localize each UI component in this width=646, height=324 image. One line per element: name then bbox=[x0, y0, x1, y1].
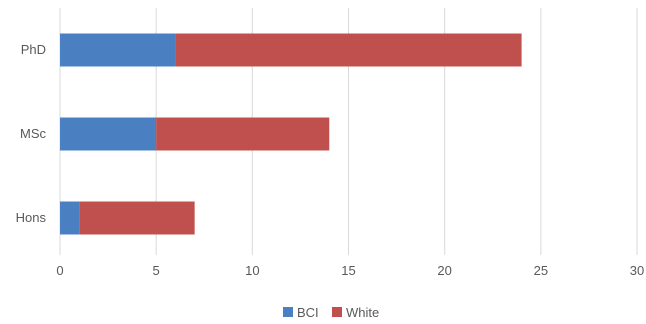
bar-msc-white bbox=[156, 117, 330, 151]
x-tick-label-25: 25 bbox=[534, 263, 548, 278]
x-axis-tick-labels: 0 5 10 15 20 25 30 bbox=[56, 263, 644, 278]
y-category-label-hons: Hons bbox=[16, 210, 47, 225]
y-axis-category-labels: PhD MSc Hons bbox=[16, 42, 47, 225]
x-tick-label-30: 30 bbox=[630, 263, 644, 278]
y-category-label-phd: PhD bbox=[21, 42, 46, 57]
bar-msc-bci bbox=[60, 117, 157, 151]
y-category-label-msc: MSc bbox=[20, 126, 47, 141]
legend-label-white: White bbox=[346, 305, 379, 320]
bar-hons-white bbox=[79, 201, 195, 235]
legend-label-bci: BCI bbox=[297, 305, 319, 320]
x-tick-label-15: 15 bbox=[341, 263, 355, 278]
x-tick-label-10: 10 bbox=[245, 263, 259, 278]
bar-phd-bci bbox=[60, 33, 176, 67]
legend-swatch-bci bbox=[283, 307, 293, 317]
x-tick-label-5: 5 bbox=[153, 263, 160, 278]
x-tick-label-20: 20 bbox=[437, 263, 451, 278]
x-tick-label-0: 0 bbox=[56, 263, 63, 278]
bars bbox=[60, 33, 522, 235]
bar-phd-white bbox=[175, 33, 522, 67]
legend-swatch-white bbox=[332, 307, 342, 317]
bar-hons-bci bbox=[60, 201, 80, 235]
legend: BCI White bbox=[283, 305, 379, 320]
